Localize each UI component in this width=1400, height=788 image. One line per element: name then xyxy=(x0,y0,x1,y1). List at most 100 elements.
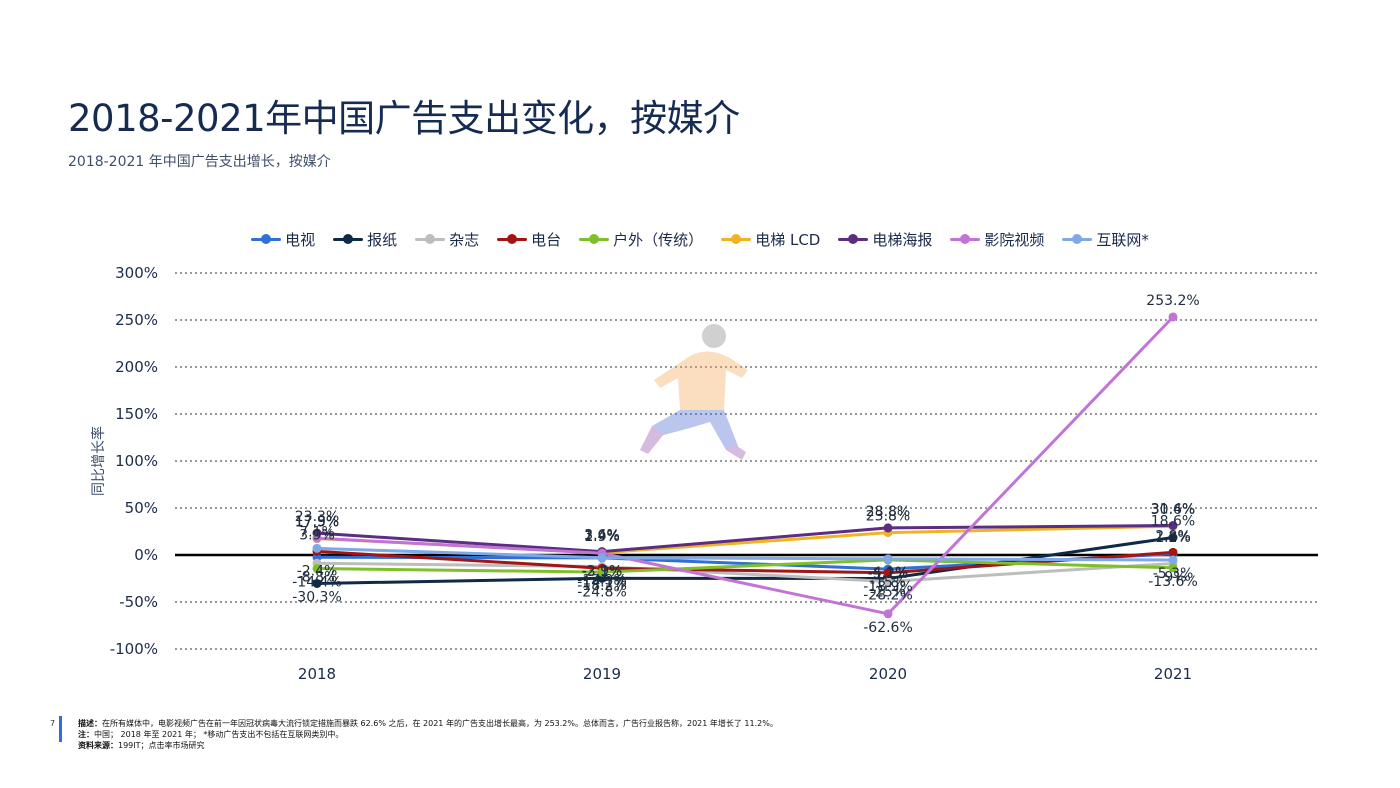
data-label: 1.9% xyxy=(584,529,620,545)
data-point xyxy=(1168,547,1178,557)
page-title: 2018-2021年中国广告支出变化，按媒介 xyxy=(68,97,740,140)
data-point xyxy=(1168,555,1178,565)
data-label: -14.1% xyxy=(577,574,627,590)
data-point xyxy=(883,577,893,587)
y-tick-label: -50% xyxy=(119,593,158,611)
data-label: -14.4% xyxy=(292,575,342,591)
line-chart: 300% 250% 200% 150% 100% 50% 0% -50% -100% 2018 20… xyxy=(90,264,1318,683)
y-tick-label: -100% xyxy=(110,640,158,658)
data-point xyxy=(597,553,607,563)
data-label: -5.3% xyxy=(1153,566,1194,582)
legend-swatch xyxy=(415,233,446,245)
y-tick-label: 300% xyxy=(115,264,158,282)
page-number: 7 xyxy=(50,719,56,728)
y-tick-label: 150% xyxy=(115,405,158,423)
legend-label: 互联网* xyxy=(1096,230,1149,249)
data-label: 1.2% xyxy=(1155,530,1191,546)
data-label: 3.9% xyxy=(299,527,335,543)
runner-illustration xyxy=(640,324,748,460)
data-label: 2.8% xyxy=(1155,528,1191,544)
data-label: -62.6% xyxy=(863,620,913,636)
series-line xyxy=(316,561,1174,584)
data-point xyxy=(312,578,322,588)
data-point xyxy=(883,554,893,564)
series-line xyxy=(316,546,1174,562)
data-point xyxy=(883,523,893,533)
data-label: -12.3% xyxy=(577,573,627,589)
y-axis-label: 同比增长率 xyxy=(90,426,107,496)
series-line xyxy=(316,558,1174,574)
legend-label: 电视 xyxy=(285,230,316,249)
data-label: -9% xyxy=(1159,569,1186,585)
data-label: -15% xyxy=(870,575,906,591)
chart-legend: 电视 报纸 杂志 电台 户外（传统） 电梯 LCD 电梯海报 影院视频 互联网* xyxy=(0,228,1400,250)
x-tick-label: 2018 xyxy=(298,665,336,683)
x-tick-label: 2019 xyxy=(583,665,621,683)
data-label: -25% xyxy=(870,585,906,601)
data-label: 3.6% xyxy=(584,528,620,544)
y-tick-label: 50% xyxy=(125,499,158,517)
data-label: 2.4% xyxy=(584,529,620,545)
data-label: -8.8% xyxy=(297,569,338,585)
y-tick-label: 0% xyxy=(134,546,158,564)
data-label: 28.8% xyxy=(866,504,910,520)
footer-description: 描述：在所有媒体中，电影视频广告在前一年因冠状病毒大流行锁定措施而暴跌 62.6… xyxy=(78,719,778,728)
legend-label: 电台 xyxy=(531,230,562,249)
data-label: -24.8% xyxy=(577,584,627,600)
data-label: -5.2% xyxy=(868,566,909,582)
data-point xyxy=(883,568,893,578)
data-label: -4.1% xyxy=(868,565,909,581)
footer-note: 注：中国； 2018 年至 2021 年； *移动广告支出不包括在互联网类别中。 xyxy=(78,730,344,739)
legend-item: 报纸 xyxy=(333,229,397,250)
data-label: -18.9% xyxy=(863,579,913,595)
legend-item: 互联网* xyxy=(1062,229,1149,250)
data-label: 18.6% xyxy=(1151,514,1195,530)
legend-label: 电梯 LCD xyxy=(755,230,821,249)
data-label: -13.6% xyxy=(1148,574,1198,590)
data-label: -3.1% xyxy=(582,564,623,580)
legend-item: 电台 xyxy=(497,229,561,250)
legend-item: 电梯海报 xyxy=(838,229,932,250)
legend-swatch xyxy=(251,233,282,245)
footer-notes: 描述：在所有媒体中，电影视频广告在前一年因冠状病毒大流行锁定措施而暴跌 62.6… xyxy=(78,718,778,751)
legend-item: 电梯 LCD xyxy=(721,229,820,250)
data-label: 31.4% xyxy=(1151,501,1195,517)
x-tick-label: 2021 xyxy=(1154,665,1192,683)
legend-item: 户外（传统） xyxy=(579,229,703,250)
data-point xyxy=(597,567,607,577)
y-tick-label: 200% xyxy=(115,358,158,376)
legend-swatch xyxy=(1062,233,1093,245)
legend-swatch xyxy=(579,233,610,245)
data-point xyxy=(1168,533,1178,543)
data-point xyxy=(883,609,893,619)
legend-item: 杂志 xyxy=(415,229,479,250)
data-label: 17.9% xyxy=(295,514,339,530)
data-point xyxy=(1168,312,1178,322)
legend-label: 报纸 xyxy=(367,230,398,249)
x-tick-label: 2020 xyxy=(869,665,907,683)
y-tick-label: 100% xyxy=(115,452,158,470)
data-label: -28.2% xyxy=(863,588,913,604)
data-label: 30.6% xyxy=(1151,502,1195,518)
data-point xyxy=(312,543,322,553)
data-label: -18.2% xyxy=(577,578,627,594)
legend-swatch xyxy=(333,233,364,245)
data-label: -2.4% xyxy=(297,563,338,579)
legend-label: 影院视频 xyxy=(984,230,1045,249)
series-line xyxy=(316,523,1174,554)
data-point xyxy=(1168,520,1178,530)
data-label: -30.3% xyxy=(292,589,342,605)
legend-item: 影院视频 xyxy=(950,229,1044,250)
legend-swatch xyxy=(950,233,981,245)
legend-swatch xyxy=(721,233,752,245)
y-tick-label: 250% xyxy=(115,311,158,329)
data-point xyxy=(597,573,607,583)
legend-label: 杂志 xyxy=(449,230,480,249)
data-point xyxy=(312,564,322,574)
page-subtitle: 2018-2021 年中国广告支出增长，按媒介 xyxy=(68,154,331,170)
legend-label: 电梯海报 xyxy=(872,230,933,249)
data-label: 23.8% xyxy=(866,509,910,525)
footer-accent-bar xyxy=(59,716,62,742)
data-label: 23.3% xyxy=(295,509,339,525)
data-label: 7.1% xyxy=(299,524,335,540)
